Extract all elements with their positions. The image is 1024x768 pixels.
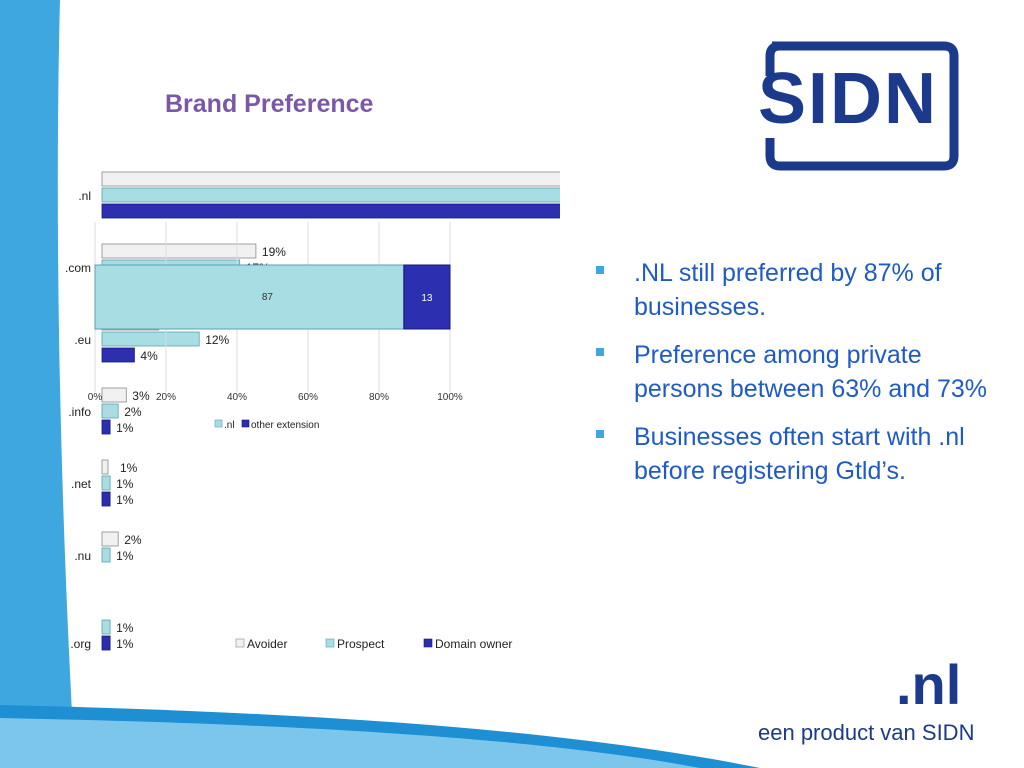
bar: [101, 475, 111, 491]
bullet-text: Preference among private persons between…: [634, 341, 988, 403]
stacked-data-label: 87: [262, 292, 274, 303]
data-label: 12%: [205, 333, 229, 347]
bar: [101, 635, 111, 651]
data-label: 2%: [124, 533, 142, 547]
bullet-text: Businesses often start with .nl before r…: [634, 423, 965, 485]
sidn-logo-frame: [765, 41, 959, 171]
data-label: 19%: [262, 245, 286, 259]
legend-label: Domain owner: [435, 637, 512, 651]
x-tick-label: 80%: [369, 392, 389, 403]
bar: [101, 347, 135, 363]
bullet-marker-icon: [596, 266, 604, 274]
bar: [101, 187, 560, 203]
bullet-item: Businesses often start with .nl before r…: [596, 420, 996, 488]
nl-logo-text: .nl: [896, 653, 962, 716]
category-label: .info: [68, 405, 91, 419]
data-label: 1%: [116, 493, 134, 507]
data-label: 3%: [132, 389, 150, 403]
data-label: 1%: [116, 421, 134, 435]
x-tick-label: 60%: [298, 392, 318, 403]
bar: [101, 531, 119, 547]
x-tick-label: 20%: [156, 392, 176, 403]
bullet-text: .NL still preferred by 87% of businesses…: [634, 259, 942, 321]
bar: [101, 403, 119, 419]
brand-preference-chart: .nl65%63%73%.com19%17%19%.eu7%12%4%.info…: [65, 171, 560, 651]
category-label: .nl: [78, 189, 91, 203]
x-tick-label: 100%: [437, 392, 463, 403]
bar: [101, 331, 200, 347]
data-label: 1%: [116, 549, 134, 563]
stacked-bar: [403, 264, 451, 330]
data-label: 1%: [120, 461, 138, 475]
data-label: 2%: [124, 405, 142, 419]
bar: [101, 171, 560, 187]
inset-legend-label: other extension: [251, 420, 319, 431]
bar: [101, 459, 109, 475]
legend-swatch: [325, 638, 335, 648]
category-label: .nu: [74, 549, 91, 563]
data-label: 4%: [140, 349, 158, 363]
legend-swatch: [423, 638, 433, 648]
inset-legend-label: .nl: [224, 420, 235, 431]
data-label: 1%: [116, 637, 134, 651]
x-tick-label: 40%: [227, 392, 247, 403]
data-label: 1%: [116, 477, 134, 491]
bar: [101, 419, 111, 435]
legend-label: Prospect: [337, 637, 385, 651]
category-label: .net: [71, 477, 92, 491]
bottom-accent-band-light: [0, 718, 700, 768]
category-label: .eu: [74, 333, 91, 347]
sidn-logo-text: SIDN: [758, 59, 939, 139]
bar: [101, 387, 127, 403]
footer-tagline: een product van SIDN: [758, 720, 975, 745]
slide-title: Brand Preference: [165, 90, 374, 118]
bar: [101, 619, 111, 635]
bullet-marker-icon: [596, 430, 604, 438]
bullet-list: .NL still preferred by 87% of businesses…: [596, 256, 996, 502]
legend-label: Avoider: [247, 637, 287, 651]
stacked-data-label: 13: [421, 293, 433, 304]
data-label: 1%: [116, 621, 134, 635]
x-tick-label: 0%: [88, 392, 103, 403]
bar: [101, 203, 560, 219]
bar: [101, 547, 111, 563]
category-label: .com: [65, 261, 91, 275]
bullet-item: .NL still preferred by 87% of businesses…: [596, 256, 996, 324]
category-label: .org: [70, 637, 91, 651]
stacked-bar: [94, 264, 405, 330]
legend-swatch: [235, 638, 245, 648]
bar: [101, 491, 111, 507]
inset-legend-swatch: [214, 419, 223, 428]
left-accent-band: [0, 0, 75, 768]
bar: [101, 243, 257, 259]
bullet-item: Preference among private persons between…: [596, 338, 996, 406]
inset-legend-swatch: [241, 419, 250, 428]
bullet-marker-icon: [596, 348, 604, 356]
